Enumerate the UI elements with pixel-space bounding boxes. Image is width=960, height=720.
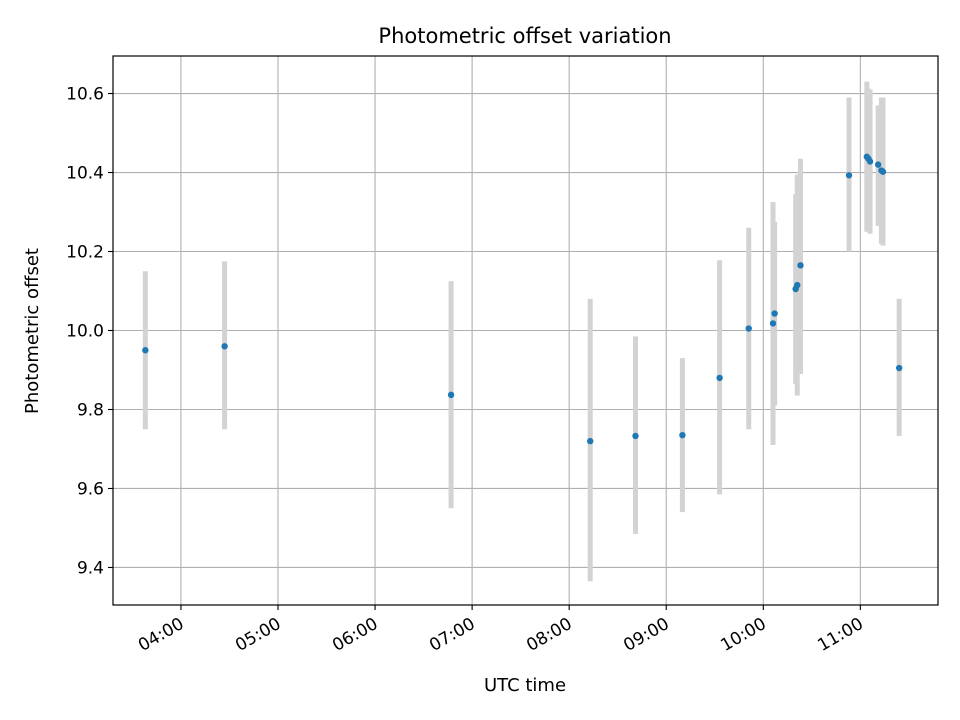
data-point <box>769 320 777 327</box>
y-tick-label: 9.8 <box>77 400 104 420</box>
data-point <box>679 431 686 439</box>
y-tick-label: 10.0 <box>66 322 104 342</box>
y-axis-label: Photometric offset <box>22 248 43 414</box>
data-point <box>771 310 778 317</box>
x-axis-label: UTC time <box>484 675 566 696</box>
data-point <box>745 325 752 332</box>
y-tick-label: 9.4 <box>77 558 104 578</box>
data-point <box>845 172 853 179</box>
y-tick-label: 10.4 <box>66 164 104 184</box>
data-point <box>794 281 801 289</box>
data-point <box>797 262 804 269</box>
chart-title: Photometric offset variation <box>378 24 671 48</box>
data-point <box>895 364 903 372</box>
data-point <box>587 437 594 445</box>
data-point <box>874 161 882 168</box>
y-tick-label: 10.6 <box>66 85 104 105</box>
y-tick-label: 9.6 <box>77 479 104 499</box>
data-point <box>447 391 455 399</box>
data-point <box>866 158 874 165</box>
data-point <box>632 432 639 440</box>
data-point <box>142 347 149 354</box>
data-point <box>879 168 887 175</box>
data-point <box>716 374 723 382</box>
y-tick-label: 10.2 <box>66 243 104 263</box>
data-points <box>142 153 903 445</box>
grid <box>113 56 938 605</box>
data-point <box>221 343 228 350</box>
